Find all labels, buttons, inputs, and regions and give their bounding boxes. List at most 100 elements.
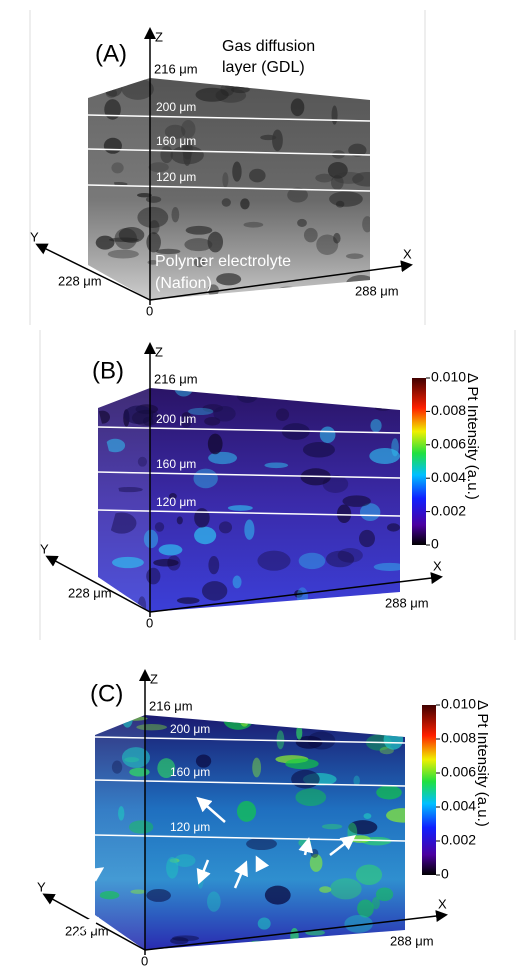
texture-blot	[146, 567, 161, 585]
texture-blot	[154, 522, 165, 532]
texture-blot	[143, 529, 159, 549]
texture-blot	[104, 99, 121, 120]
texture-blot	[118, 806, 125, 821]
texture-blot	[352, 172, 370, 187]
texture-blot	[369, 715, 399, 734]
texture-blot	[111, 162, 124, 174]
texture-blot	[195, 754, 212, 768]
colorbar	[412, 378, 426, 545]
texture-blot	[207, 433, 223, 455]
texture-blot	[213, 405, 236, 422]
texture-blot	[208, 451, 238, 465]
texture-blot	[305, 388, 319, 395]
texture-blot	[230, 86, 250, 94]
texture-blot	[345, 253, 364, 259]
texture-blot	[348, 820, 378, 835]
texture-blot	[298, 552, 326, 570]
texture-blot	[264, 462, 289, 469]
x-extent: 288 μm	[355, 283, 399, 298]
texture-blot	[114, 228, 138, 250]
texture-blot	[204, 417, 221, 426]
colorbar-tick-label: 0.004	[441, 798, 476, 814]
texture-blot	[181, 412, 192, 420]
texture-blot	[232, 575, 242, 589]
texture-blot	[357, 899, 374, 918]
depth-label: 120 μm	[156, 170, 196, 184]
texture-blot	[291, 769, 320, 789]
x-axis	[149, 260, 413, 301]
texture-blot	[391, 438, 399, 457]
texture-blot	[129, 767, 150, 777]
highlight-arrow	[329, 834, 356, 856]
origin-label: 0	[146, 615, 153, 630]
z-label: Z	[155, 29, 163, 44]
texture	[95, 715, 405, 950]
depth-line	[94, 736, 406, 744]
texture-blot	[353, 775, 360, 786]
texture-blot	[319, 426, 336, 444]
texture-blot	[396, 388, 400, 396]
texture-blot	[335, 200, 345, 208]
texture-blot	[375, 887, 394, 902]
texture-blot	[303, 227, 318, 243]
texture-blot	[246, 837, 277, 851]
origin-label: 0	[141, 953, 148, 968]
texture-blot	[331, 105, 338, 125]
depth-label: 200 μm	[156, 412, 196, 426]
x-label: X	[403, 246, 412, 261]
texture-blot	[207, 891, 221, 912]
texture-blot	[373, 562, 400, 571]
texture-blot	[386, 808, 405, 823]
colorbar-tick-label: 0.010	[431, 369, 466, 385]
texture-blot	[128, 820, 154, 834]
texture-blot	[269, 718, 293, 725]
texture-blot	[325, 550, 355, 568]
texture-blot	[389, 388, 399, 397]
texture-blot	[236, 800, 257, 822]
depth-label: 216 μm	[154, 61, 198, 76]
texture-blot	[136, 724, 167, 731]
texture-blot	[207, 231, 224, 253]
texture-blot	[257, 917, 271, 930]
texture-blot	[168, 493, 177, 500]
texture-blot	[333, 232, 341, 244]
texture-blot	[272, 129, 283, 152]
texture-blot	[184, 238, 213, 252]
annotation: Polymer electrolyte	[155, 253, 291, 270]
texture-blot	[145, 196, 162, 203]
texture-blot	[207, 284, 219, 296]
colorbar-tick-label: 0.008	[441, 730, 476, 746]
texture-blot	[105, 438, 126, 453]
highlight-arrow	[196, 859, 211, 885]
depth-line	[97, 426, 401, 434]
texture-blot	[218, 521, 233, 534]
texture-blot	[103, 137, 122, 154]
texture-blot	[290, 98, 305, 117]
texture-blot	[257, 550, 291, 571]
texture-blot	[194, 508, 210, 528]
x-label: X	[433, 558, 442, 573]
texture-blot	[216, 273, 242, 286]
y-label: Y	[37, 879, 46, 894]
texture-blot	[185, 225, 213, 235]
y-extent: 228 μm	[58, 273, 102, 288]
depth-label: 216 μm	[149, 698, 193, 713]
texture-blot	[137, 206, 169, 228]
annotation: (Nafion)	[155, 275, 212, 292]
texture-blot	[107, 249, 139, 259]
texture-blot	[98, 410, 110, 424]
texture-blot	[295, 788, 327, 806]
texture-blot	[99, 891, 120, 900]
highlight-arrow	[87, 867, 105, 882]
texture-blot	[276, 286, 300, 297]
depth-label: 160 μm	[170, 765, 210, 779]
texture-blot	[115, 486, 143, 493]
annotation: layer (GDL)	[222, 59, 305, 76]
texture-blot	[227, 505, 253, 511]
texture-blot	[176, 516, 183, 525]
colorbar-tick-label: 0	[441, 866, 449, 882]
texture-blot	[164, 124, 186, 140]
colorbar-title: Δ Pt Intensity (a.u.)	[474, 700, 491, 827]
colorbar-tick-label: 0.002	[441, 832, 476, 848]
